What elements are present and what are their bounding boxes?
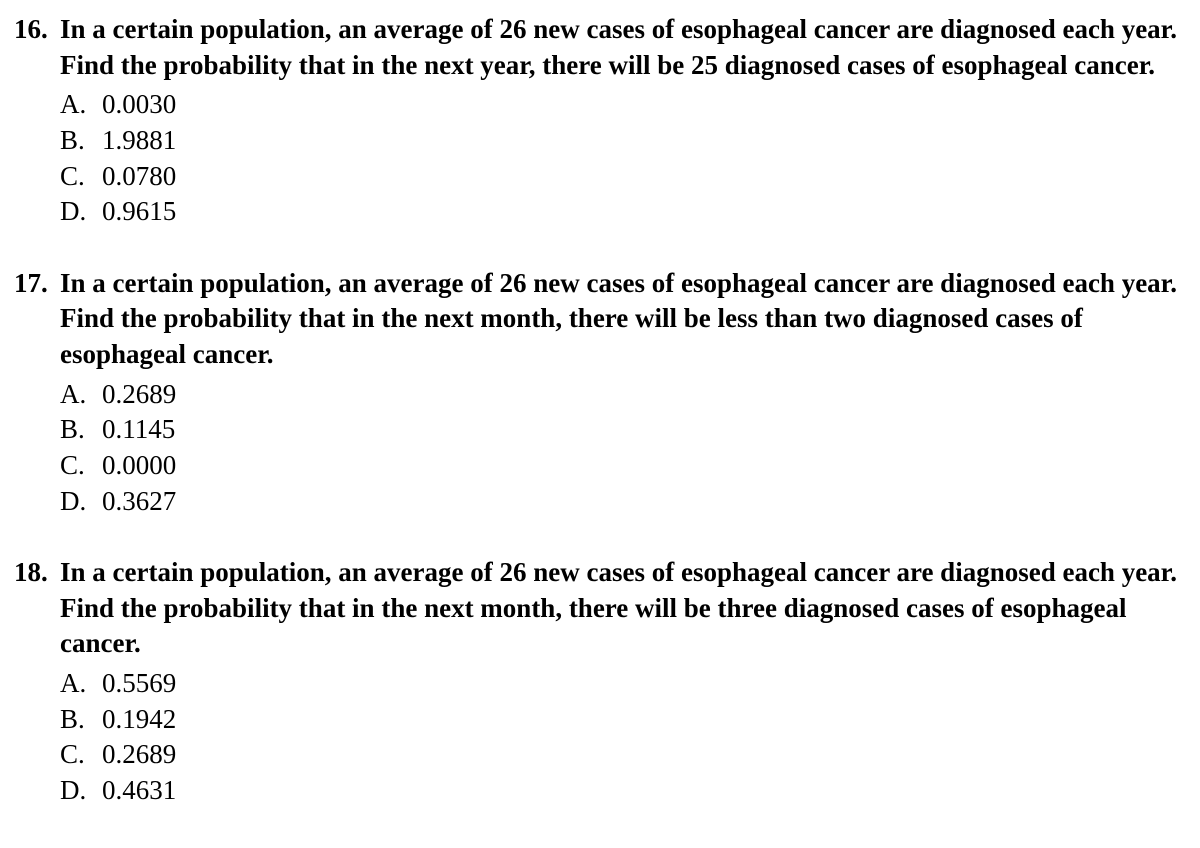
option-text: 0.9615 xyxy=(102,194,176,230)
question-header: 16. In a certain population, an average … xyxy=(14,12,1186,83)
option-letter: D. xyxy=(60,773,102,809)
option-b: B. 0.1145 xyxy=(60,412,1186,448)
question-prompt: In a certain population, an average of 2… xyxy=(60,266,1186,373)
option-d: D. 0.9615 xyxy=(60,194,1186,230)
option-letter: B. xyxy=(60,702,102,738)
option-text: 0.2689 xyxy=(102,377,176,413)
option-letter: A. xyxy=(60,377,102,413)
option-letter: A. xyxy=(60,87,102,123)
option-d: D. 0.4631 xyxy=(60,773,1186,809)
option-a: A. 0.2689 xyxy=(60,377,1186,413)
option-b: B. 0.1942 xyxy=(60,702,1186,738)
question-header: 17. In a certain population, an average … xyxy=(14,266,1186,373)
option-d: D. 0.3627 xyxy=(60,484,1186,520)
option-c: C. 0.2689 xyxy=(60,737,1186,773)
option-text: 0.4631 xyxy=(102,773,176,809)
question-number: 16. xyxy=(14,12,60,48)
option-a: A. 0.5569 xyxy=(60,666,1186,702)
option-text: 0.1942 xyxy=(102,702,176,738)
options-list: A. 0.2689 B. 0.1145 C. 0.0000 D. 0.3627 xyxy=(60,377,1186,520)
option-text: 0.5569 xyxy=(102,666,176,702)
page: 16. In a certain population, an average … xyxy=(0,0,1200,809)
option-letter: D. xyxy=(60,194,102,230)
question-prompt: In a certain population, an average of 2… xyxy=(60,555,1186,662)
option-text: 0.0780 xyxy=(102,159,176,195)
option-text: 0.2689 xyxy=(102,737,176,773)
option-text: 0.0030 xyxy=(102,87,176,123)
option-c: C. 0.0780 xyxy=(60,159,1186,195)
option-letter: A. xyxy=(60,666,102,702)
question-18: 18. In a certain population, an average … xyxy=(14,555,1186,808)
option-a: A. 0.0030 xyxy=(60,87,1186,123)
options-list: A. 0.5569 B. 0.1942 C. 0.2689 D. 0.4631 xyxy=(60,666,1186,809)
option-letter: B. xyxy=(60,123,102,159)
question-header: 18. In a certain population, an average … xyxy=(14,555,1186,662)
option-text: 0.3627 xyxy=(102,484,176,520)
option-b: B. 1.9881 xyxy=(60,123,1186,159)
question-prompt: In a certain population, an average of 2… xyxy=(60,12,1186,83)
option-text: 1.9881 xyxy=(102,123,176,159)
option-text: 0.1145 xyxy=(102,412,175,448)
options-list: A. 0.0030 B. 1.9881 C. 0.0780 D. 0.9615 xyxy=(60,87,1186,230)
option-letter: B. xyxy=(60,412,102,448)
option-letter: C. xyxy=(60,448,102,484)
option-text: 0.0000 xyxy=(102,448,176,484)
question-16: 16. In a certain population, an average … xyxy=(14,12,1186,230)
question-number: 17. xyxy=(14,266,60,302)
option-letter: C. xyxy=(60,737,102,773)
option-letter: C. xyxy=(60,159,102,195)
option-letter: D. xyxy=(60,484,102,520)
option-c: C. 0.0000 xyxy=(60,448,1186,484)
question-17: 17. In a certain population, an average … xyxy=(14,266,1186,519)
question-number: 18. xyxy=(14,555,60,591)
